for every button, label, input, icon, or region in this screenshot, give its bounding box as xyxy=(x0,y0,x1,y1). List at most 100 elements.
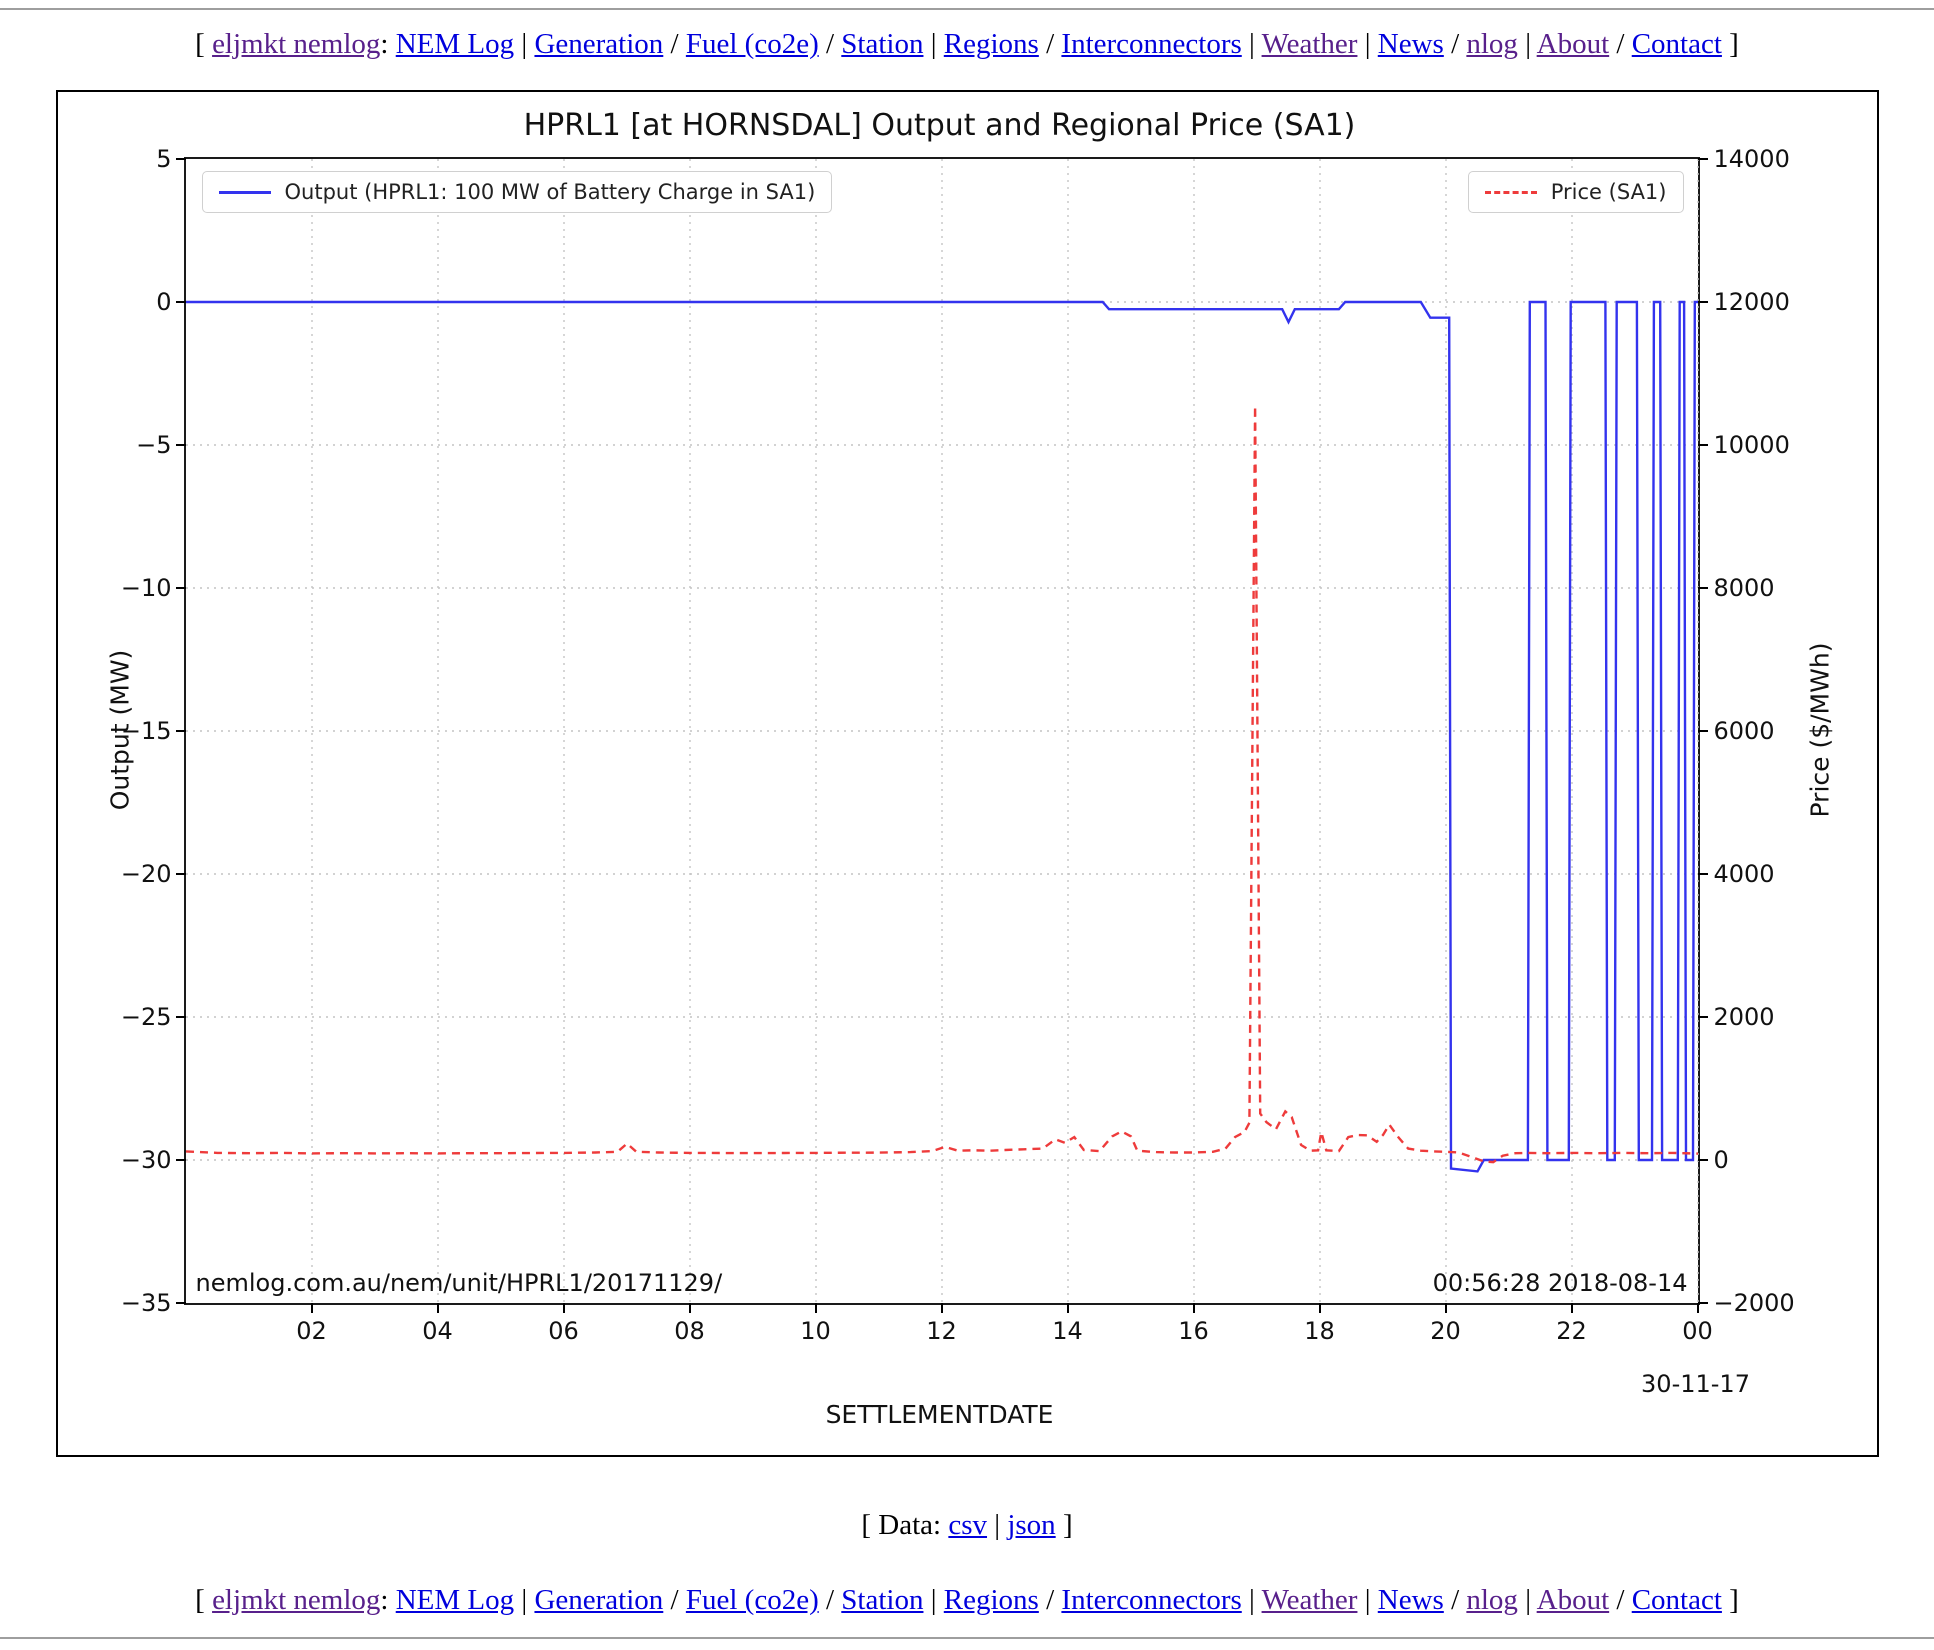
y-axis-label-right: Price ($/MWh) xyxy=(1805,642,1834,818)
nav-link-generation[interactable]: Generation xyxy=(534,28,664,60)
nav-link-eljmkt-nemlog[interactable]: eljmkt nemlog xyxy=(212,28,381,60)
data-links-separator: | xyxy=(994,1509,1001,1542)
nav-link-generation[interactable]: Generation xyxy=(534,1584,664,1617)
legend-output-label: Output (HPRL1: 100 MW of Battery Charge … xyxy=(284,180,816,205)
plot-area: Output (HPRL1: 100 MW of Battery Charge … xyxy=(121,145,1795,1345)
y-tick-label-right: 0 xyxy=(1713,1146,1729,1175)
x-tick-label: 06 xyxy=(548,1317,579,1346)
nav-separator: | xyxy=(514,1584,535,1617)
render-timestamp: 00:56:28 2018-08-14 xyxy=(1432,1269,1688,1298)
price-line xyxy=(185,405,1698,1164)
nav-separator: | xyxy=(1357,28,1378,60)
nav-separator: / xyxy=(663,28,686,60)
output-line-swatch xyxy=(218,190,271,194)
nav-separator: | xyxy=(923,28,944,60)
output-line xyxy=(185,301,1698,1173)
x-tick-label: 18 xyxy=(1304,1317,1335,1346)
x-tick-label: 08 xyxy=(674,1317,705,1346)
json-link[interactable]: json xyxy=(1007,1509,1056,1542)
nav-link-about[interactable]: About xyxy=(1536,1584,1610,1617)
nav-link-weather[interactable]: Weather xyxy=(1261,28,1358,60)
nav-link-interconnectors[interactable]: Interconnectors xyxy=(1061,28,1242,60)
x-tick-label: 14 xyxy=(1052,1317,1083,1346)
nav-link-station[interactable]: Station xyxy=(841,1584,924,1617)
top-nav: [ eljmkt nemlog: NEM Log | Generation / … xyxy=(0,26,1934,62)
nav-link-nlog[interactable]: nlog xyxy=(1466,1584,1518,1617)
y-tick-label-right: 8000 xyxy=(1713,574,1775,603)
x-tick-label: 20 xyxy=(1430,1317,1461,1346)
nav-link-about[interactable]: About xyxy=(1536,28,1610,60)
nav-separator: / xyxy=(1609,1584,1632,1617)
nav-separator: | xyxy=(1241,1584,1262,1617)
x-axis-end-date: 30-11-17 xyxy=(1641,1370,1750,1399)
nav-separator: | xyxy=(1517,28,1537,60)
x-tick-label: 16 xyxy=(1178,1317,1209,1346)
nav-separator: [ xyxy=(195,1584,213,1617)
nav-link-regions[interactable]: Regions xyxy=(943,28,1039,60)
nav-link-nem-log[interactable]: NEM Log xyxy=(395,28,515,60)
nav-separator: / xyxy=(818,1584,842,1617)
y-tick-label-right: −2000 xyxy=(1713,1289,1795,1318)
y-tick-label-left: 0 xyxy=(156,288,172,317)
x-tick-label: 00 xyxy=(1682,1317,1713,1346)
nav-link-station[interactable]: Station xyxy=(841,28,924,60)
nav-separator: : xyxy=(380,1584,396,1617)
nav-separator: / xyxy=(663,1584,686,1617)
bottom-nav: [ eljmkt nemlog: NEM Log | Generation / … xyxy=(0,1582,1934,1618)
nav-separator: / xyxy=(818,28,842,60)
y-tick-label-right: 14000 xyxy=(1713,145,1790,174)
legend-price-label: Price (SA1) xyxy=(1550,180,1667,205)
x-tick-label: 12 xyxy=(926,1317,957,1346)
y-tick-label-left: −15 xyxy=(120,717,172,746)
y-tick-label-right: 6000 xyxy=(1713,717,1775,746)
legend-output: Output (HPRL1: 100 MW of Battery Charge … xyxy=(201,171,833,214)
nav-link-news[interactable]: News xyxy=(1377,1584,1444,1617)
y-tick-label-right: 2000 xyxy=(1713,1003,1775,1032)
nav-link-nem-log[interactable]: NEM Log xyxy=(395,1584,515,1617)
nav-link-nlog[interactable]: nlog xyxy=(1466,28,1518,60)
data-links-row: [ Data: csv | json ] xyxy=(0,1509,1934,1542)
price-line-swatch xyxy=(1484,190,1537,194)
nav-separator: [ xyxy=(195,28,213,60)
nav-separator: | xyxy=(1241,28,1262,60)
y-tick-label-left: 5 xyxy=(156,145,172,174)
y-tick-label-left: −25 xyxy=(120,1003,172,1032)
x-tick-label: 22 xyxy=(1556,1317,1587,1346)
y-tick-label-right: 10000 xyxy=(1713,431,1790,460)
y-tick-label-left: −20 xyxy=(120,860,172,889)
nav-link-regions[interactable]: Regions xyxy=(943,1584,1039,1617)
bottom-divider xyxy=(0,1636,1934,1639)
nav-link-interconnectors[interactable]: Interconnectors xyxy=(1061,1584,1242,1617)
nav-separator: ] xyxy=(1721,1584,1739,1617)
chart-title: HPRL1 [at HORNSDAL] Output and Regional … xyxy=(523,108,1356,144)
nav-link-contact[interactable]: Contact xyxy=(1631,28,1722,60)
nav-link-contact[interactable]: Contact xyxy=(1631,1584,1722,1617)
source-url-watermark: nemlog.com.au/nem/unit/HPRL1/20171129/ xyxy=(195,1269,723,1298)
nav-separator: / xyxy=(1443,28,1467,60)
csv-link[interactable]: csv xyxy=(948,1509,988,1542)
nav-separator: / xyxy=(1609,28,1632,60)
nav-link-fuel-co2e[interactable]: Fuel (co2e) xyxy=(685,1584,819,1617)
y-tick-label-left: −35 xyxy=(120,1289,172,1318)
nav-link-fuel-co2e[interactable]: Fuel (co2e) xyxy=(685,28,819,60)
legend-price: Price (SA1) xyxy=(1467,171,1684,214)
nav-link-eljmkt-nemlog[interactable]: eljmkt nemlog xyxy=(212,1584,381,1617)
x-axis-label: SETTLEMENTDATE xyxy=(825,1400,1054,1430)
nav-separator: : xyxy=(380,28,396,60)
nav-link-news[interactable]: News xyxy=(1377,28,1444,60)
x-tick-label: 04 xyxy=(422,1317,453,1346)
data-links-suffix: ] xyxy=(1062,1509,1073,1542)
y-tick-label-left: −30 xyxy=(120,1146,172,1175)
chart-figure: HPRL1 [at HORNSDAL] Output and Regional … xyxy=(55,90,1879,1458)
nav-separator: | xyxy=(1517,1584,1537,1617)
x-tick-label: 10 xyxy=(800,1317,831,1346)
x-tick-label: 02 xyxy=(296,1317,327,1346)
nav-separator: / xyxy=(1038,1584,1062,1617)
y-tick-label-left: −5 xyxy=(136,431,172,460)
nav-separator: | xyxy=(923,1584,944,1617)
y-tick-label-right: 4000 xyxy=(1713,860,1775,889)
y-tick-label-left: −10 xyxy=(120,574,172,603)
nav-link-weather[interactable]: Weather xyxy=(1261,1584,1358,1617)
y-tick-label-right: 12000 xyxy=(1713,288,1790,317)
nav-separator: / xyxy=(1443,1584,1467,1617)
